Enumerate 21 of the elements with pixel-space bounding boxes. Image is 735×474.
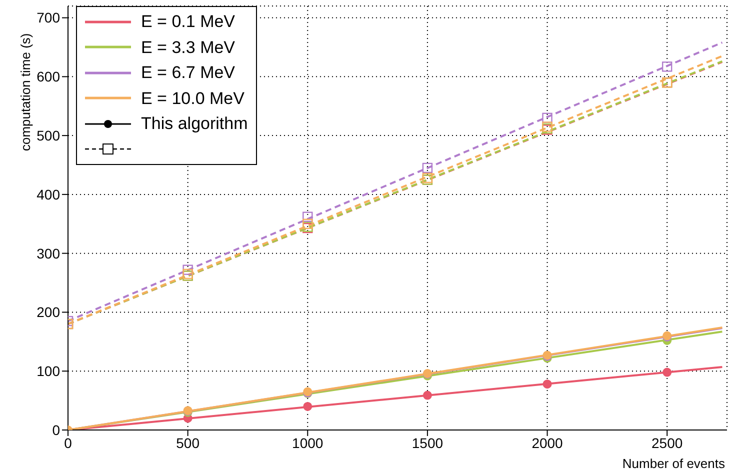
x-tick-label: 500 <box>176 434 200 451</box>
y-tick-label: 0 <box>52 422 60 438</box>
y-tick-label: 100 <box>36 363 60 380</box>
x-axis-title: Number of events <box>622 456 726 471</box>
x-tick-label: 2000 <box>532 434 564 451</box>
legend-label: E = 10.0 MeV <box>141 88 244 110</box>
y-tick-label: 700 <box>36 10 60 26</box>
y-axis-title: computation time (s) <box>18 33 34 151</box>
x-tick-label: 0 <box>64 434 72 451</box>
y-tick-label: 200 <box>36 304 60 320</box>
y-tick-label: 600 <box>36 68 60 85</box>
x-tick-label: 2500 <box>652 434 683 451</box>
legend-label: E = 3.3 MeV <box>141 36 236 58</box>
y-tick-label: 300 <box>36 245 60 262</box>
x-tick-label: 1500 <box>412 434 444 451</box>
annotation: This algorithm <box>141 113 248 135</box>
legend-label: E = 0.1 MeV <box>141 11 236 33</box>
y-tick-label: 400 <box>36 186 60 202</box>
y-tick-label: 500 <box>36 128 60 144</box>
x-tick-label: 1000 <box>292 434 324 451</box>
legend-label: E = 6.7 MeV <box>141 62 236 84</box>
